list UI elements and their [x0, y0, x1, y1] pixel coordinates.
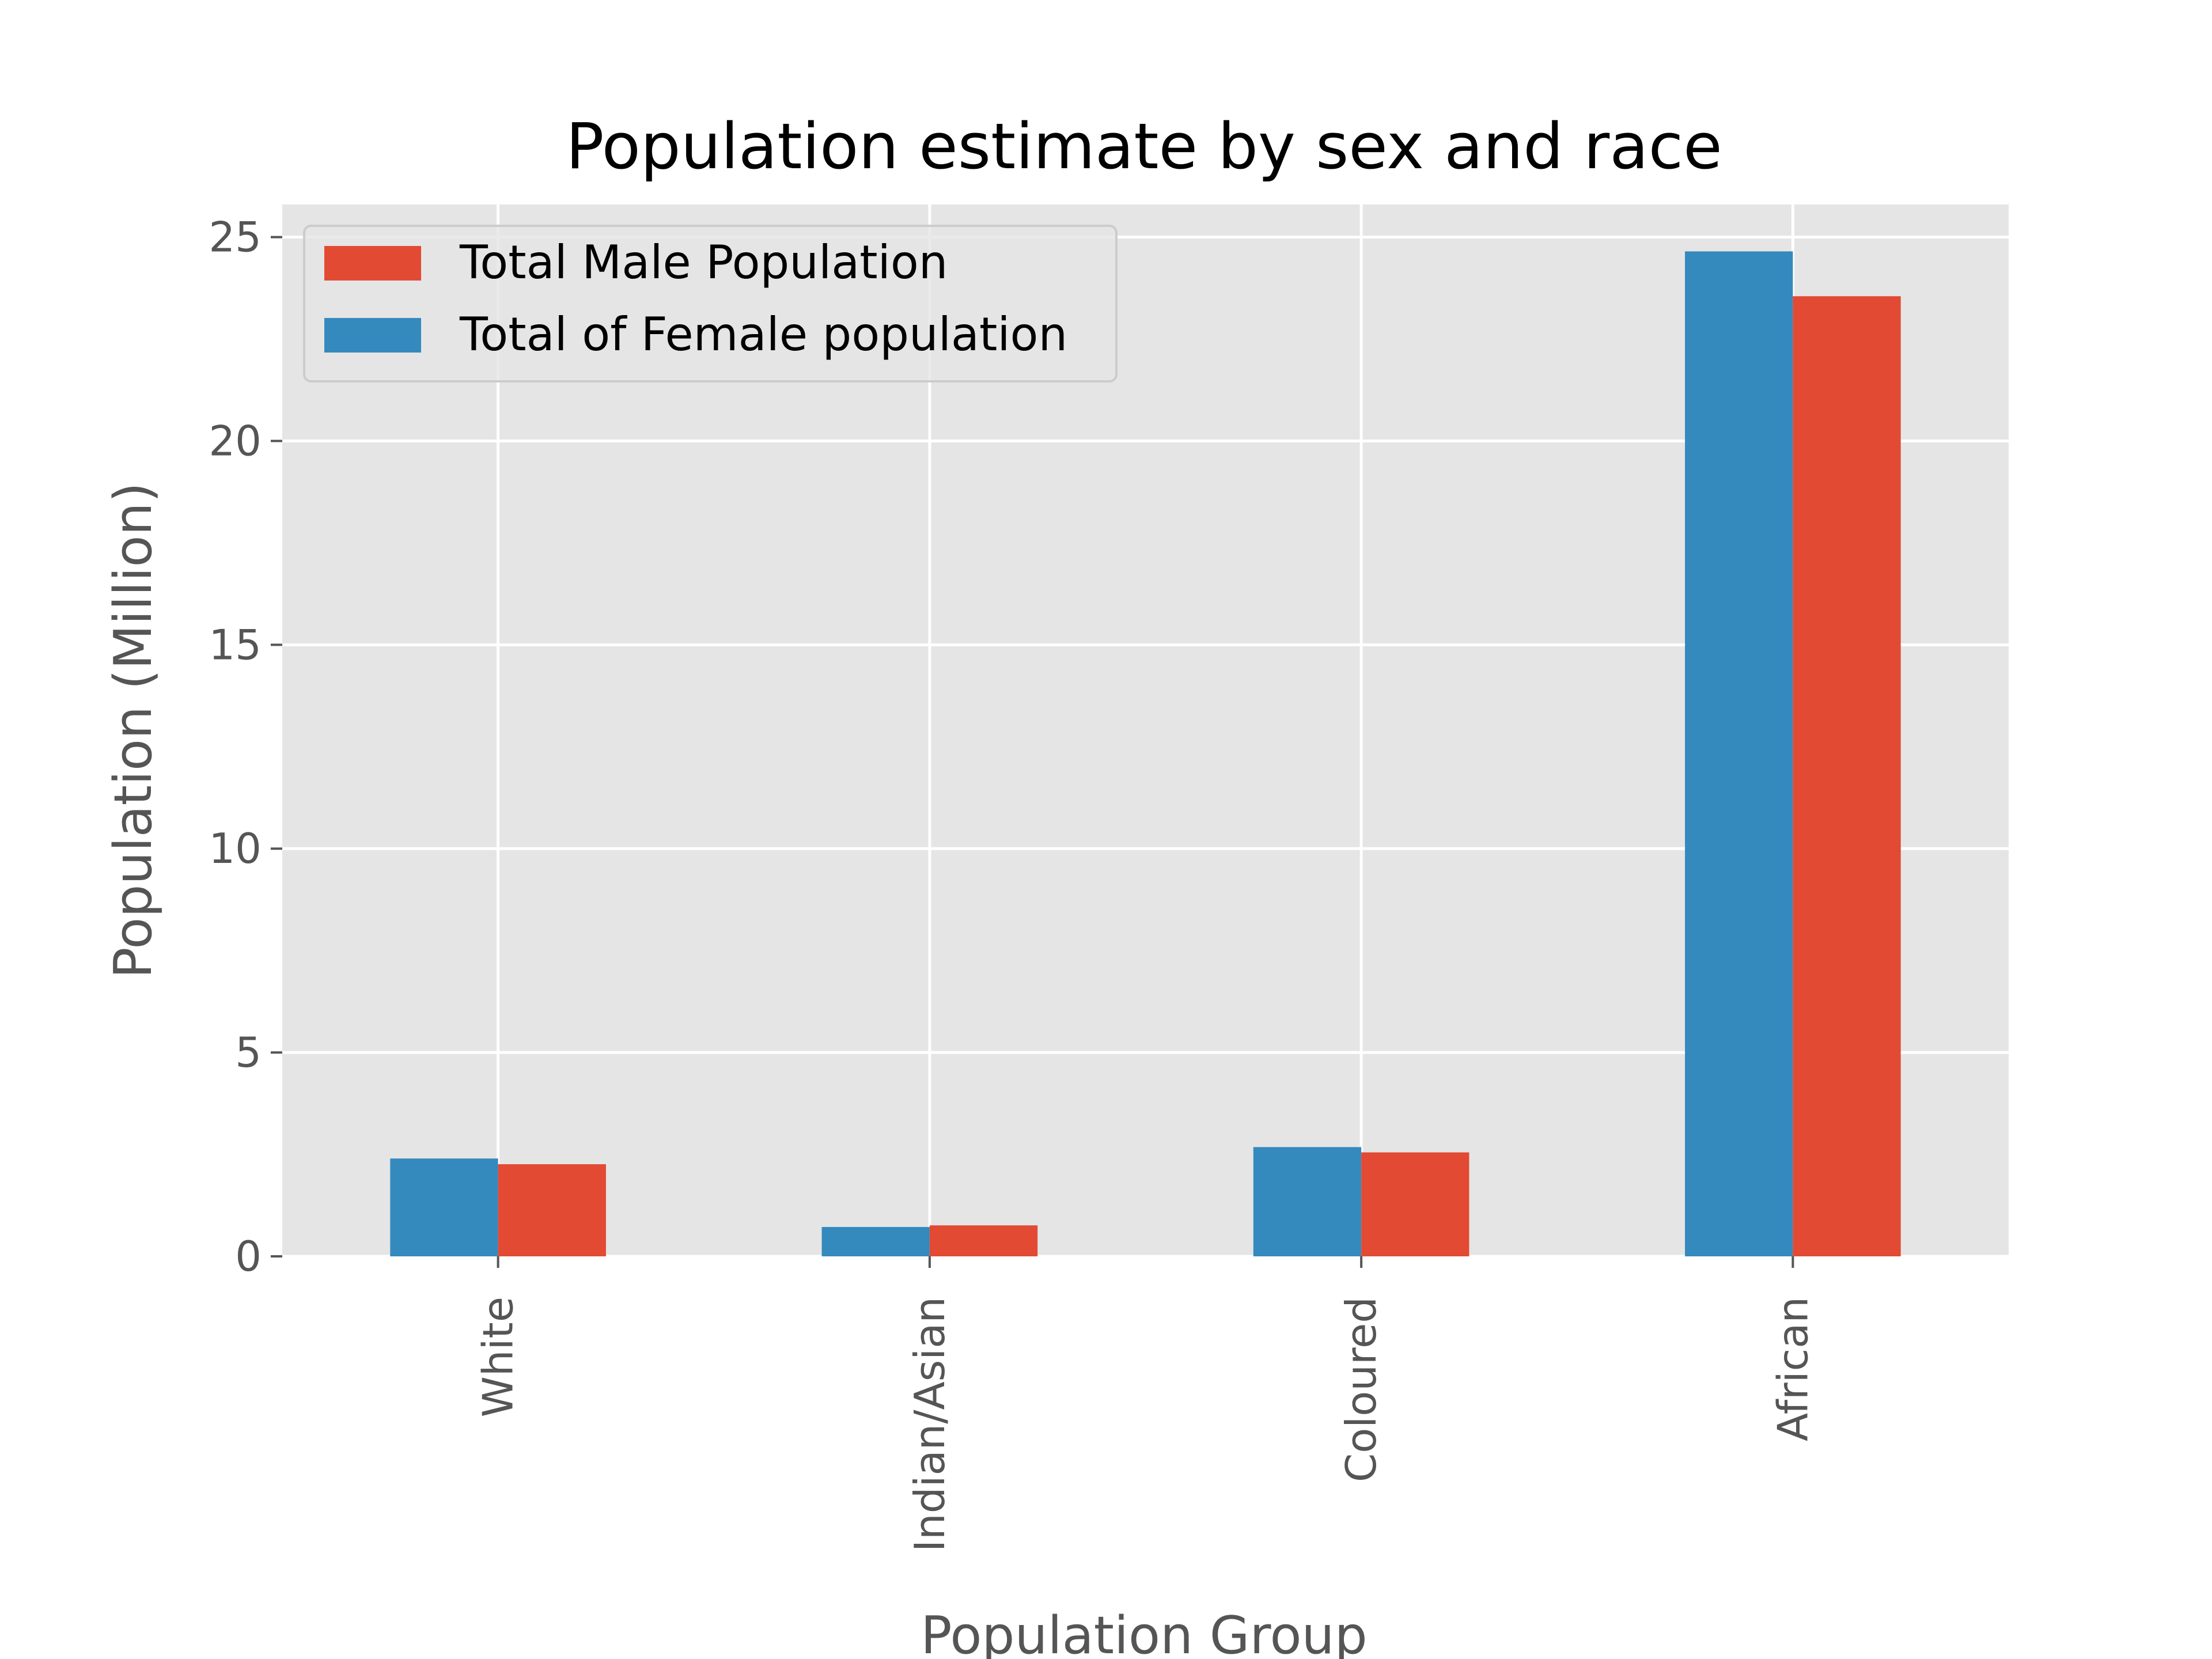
x-axis-ticks: White Indian/Asian Coloured African [474, 1256, 1817, 1552]
legend-swatch [324, 318, 421, 353]
legend-label: Total of Female population [459, 308, 1067, 361]
x-tick-label: Indian/Asian [906, 1297, 954, 1552]
bar [1361, 1152, 1469, 1256]
y-axis-ticks: 0 5 10 15 20 25 [209, 213, 282, 1281]
x-axis-label: Population Group [921, 1605, 1367, 1659]
bar [821, 1227, 930, 1256]
y-tick-label: 20 [209, 416, 262, 465]
y-tick-label: 5 [235, 1028, 262, 1077]
legend-swatch [324, 246, 421, 281]
x-tick-label: Coloured [1337, 1297, 1385, 1482]
legend-box [303, 225, 1118, 382]
y-tick-label: 10 [209, 824, 262, 873]
y-tick-label: 25 [209, 213, 262, 262]
legend-label: Total Male Population [459, 236, 948, 289]
bar [1793, 296, 1901, 1257]
bar [1253, 1147, 1362, 1256]
y-tick-label: 15 [209, 620, 262, 669]
legend: Total Male Population Total of Female pop… [303, 225, 1118, 382]
chart-title: Population estimate by sex and race [566, 109, 1722, 183]
bar [390, 1158, 498, 1256]
y-axis-label: Population (Million) [103, 482, 164, 978]
y-tick-label: 0 [235, 1232, 262, 1281]
x-tick-label: White [474, 1297, 522, 1417]
bar [498, 1164, 606, 1256]
bar [1685, 251, 1793, 1256]
bar [929, 1225, 1038, 1256]
x-tick-label: African [1768, 1297, 1817, 1441]
bars [390, 251, 1901, 1257]
